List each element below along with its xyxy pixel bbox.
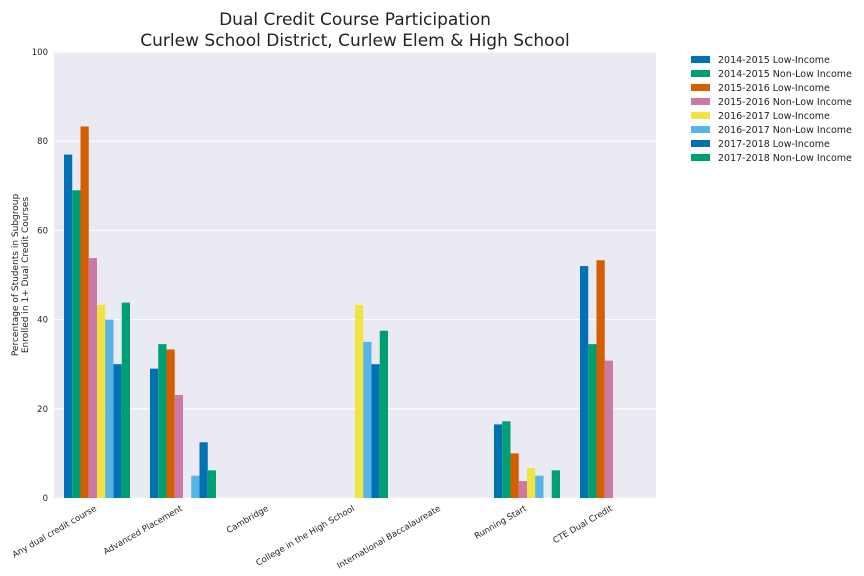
bar	[191, 475, 200, 498]
bar	[535, 475, 544, 498]
chart-title-line-1: Dual Credit Course Participation	[219, 10, 491, 30]
x-tick-label: CTE Dual Credit	[552, 504, 616, 546]
y-tick-label: 0	[43, 494, 48, 504]
y-axis-label-line-1: Percentage of Students in Subgroup	[11, 194, 21, 357]
bar	[371, 364, 380, 498]
x-tick-label: Any dual credit course	[11, 504, 99, 560]
bar	[166, 349, 175, 498]
bar	[158, 344, 167, 498]
bar	[379, 330, 388, 498]
legend-swatch	[691, 70, 710, 77]
bar	[363, 341, 372, 498]
bar	[88, 258, 97, 498]
y-tick-label: 100	[32, 48, 48, 58]
bar	[121, 302, 130, 498]
y-axis-label-line-2: Enrolled in 1+ Dual Credit Courses	[21, 197, 31, 354]
bar-layer	[64, 126, 613, 499]
bar	[580, 266, 589, 498]
y-tick-label: 60	[37, 226, 48, 236]
legend-swatch	[691, 84, 710, 91]
bar	[551, 470, 560, 498]
bar	[174, 394, 183, 498]
bar	[604, 360, 613, 498]
legend: 2014-2015 Low-Income 2014-2015 Non-Low In…	[691, 55, 852, 164]
bar	[150, 368, 159, 498]
bar	[518, 481, 527, 498]
x-tick-label: Advanced Placement	[102, 504, 185, 558]
bar	[80, 126, 89, 499]
bar	[64, 154, 73, 498]
chart-title-line-2: Curlew School District, Curlew Elem & Hi…	[140, 31, 569, 51]
bar	[494, 424, 503, 498]
legend-swatch	[691, 140, 710, 147]
x-tick-layer: Any dual credit course Advanced Placement…	[11, 504, 615, 572]
legend-label: 2014-2015 Low-Income	[718, 55, 830, 66]
legend-label: 2015-2016 Low-Income	[718, 83, 830, 94]
bar	[596, 260, 605, 498]
y-tick-label: 20	[37, 405, 48, 415]
bar	[502, 421, 511, 498]
bar	[105, 319, 114, 498]
legend-swatch	[691, 154, 710, 161]
y-tick-label: 80	[37, 137, 48, 147]
legend-label: 2016-2017 Low-Income	[718, 111, 830, 122]
legend-label: 2015-2016 Non-Low Income	[718, 97, 852, 108]
bar	[97, 304, 106, 498]
legend-swatch	[691, 112, 710, 119]
legend-label: 2016-2017 Non-Low Income	[718, 125, 852, 136]
y-tick-layer: 0 20 40 60 80 100	[32, 48, 48, 504]
bar	[510, 453, 519, 498]
legend-label: 2014-2015 Non-Low Income	[718, 69, 852, 80]
bar	[72, 190, 81, 498]
bar	[355, 304, 364, 498]
legend-swatch	[691, 126, 710, 133]
legend-swatch	[691, 98, 710, 105]
x-tick-label: Running Start	[473, 504, 529, 542]
legend-label: 2017-2018 Low-Income	[718, 139, 830, 150]
x-tick-label: Cambridge	[225, 504, 270, 536]
legend-label: 2017-2018 Non-Low Income	[718, 153, 852, 164]
legend-swatch	[691, 56, 710, 63]
y-tick-label: 40	[37, 316, 48, 326]
bar	[588, 344, 597, 498]
bar	[199, 442, 208, 498]
bar	[207, 470, 216, 498]
bar	[527, 468, 536, 498]
bar	[113, 364, 122, 498]
